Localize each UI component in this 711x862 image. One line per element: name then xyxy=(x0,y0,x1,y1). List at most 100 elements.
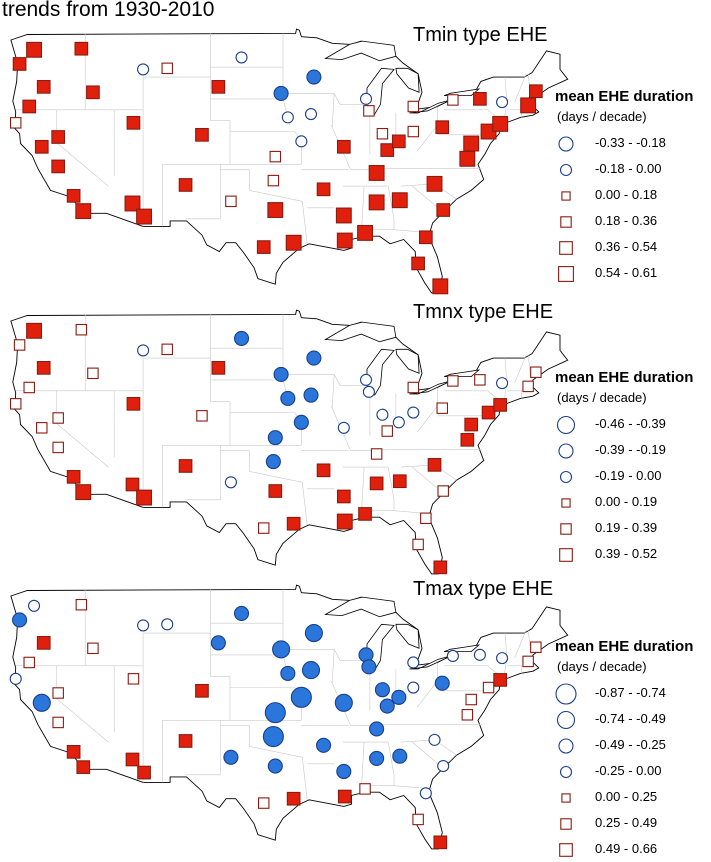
legend-item: -0.18 - 0.00 xyxy=(555,156,693,182)
station-marker xyxy=(267,430,283,446)
station-marker xyxy=(52,412,64,424)
station-marker xyxy=(520,97,537,114)
station-marker xyxy=(496,377,509,390)
station-marker xyxy=(482,681,495,694)
station-marker xyxy=(137,765,151,780)
legend-item: 0.49 - 0.66 xyxy=(555,836,693,862)
station-marker xyxy=(359,92,373,105)
station-marker xyxy=(407,125,420,138)
station-marker xyxy=(337,421,350,434)
legend-item-label: 0.18 - 0.36 xyxy=(595,213,658,228)
station-marker xyxy=(428,733,441,746)
legend-item: 0.19 - 0.39 xyxy=(555,515,693,541)
station-marker xyxy=(196,410,208,422)
station-marker xyxy=(12,612,28,628)
square-symbol-icon xyxy=(561,498,571,508)
station-marker xyxy=(256,240,271,254)
great-lake xyxy=(444,88,481,96)
square-symbol-icon xyxy=(558,266,574,282)
great-lake xyxy=(324,40,397,62)
station-marker xyxy=(34,139,49,154)
station-marker xyxy=(460,432,475,447)
station-marker xyxy=(267,174,280,187)
legend-rows: -0.87 - -0.74 -0.74 - -0.49 -0.49 - -0.25 -… xyxy=(555,680,693,862)
square-symbol-icon xyxy=(560,523,572,535)
square-symbol-icon xyxy=(560,216,572,228)
great-lake xyxy=(395,67,420,93)
station-marker xyxy=(391,134,406,149)
great-lake xyxy=(409,380,452,395)
square-symbol-icon xyxy=(560,818,572,830)
station-marker xyxy=(306,69,322,85)
legend-item: 0.39 - 0.52 xyxy=(555,541,693,567)
station-marker xyxy=(361,659,377,675)
station-marker xyxy=(9,398,22,410)
state-border xyxy=(368,742,395,786)
station-marker xyxy=(66,189,81,203)
station-marker xyxy=(36,636,51,650)
station-marker xyxy=(304,623,323,643)
legend-item: 0.00 - 0.19 xyxy=(555,489,693,515)
state-border xyxy=(331,649,335,684)
station-marker xyxy=(335,207,352,224)
great-lake xyxy=(395,348,420,374)
station-marker xyxy=(280,390,296,406)
map-canvas xyxy=(9,309,569,575)
station-marker xyxy=(136,208,153,225)
legend-item: 0.54 - 0.61 xyxy=(555,260,693,286)
legend-item-label: -0.39 - -0.19 xyxy=(595,442,666,457)
square-symbol-icon xyxy=(559,241,573,255)
station-marker xyxy=(391,192,408,209)
station-marker xyxy=(74,41,89,56)
station-marker xyxy=(137,63,150,76)
great-lake xyxy=(324,321,397,343)
station-marker xyxy=(178,459,193,473)
station-marker xyxy=(52,687,64,699)
legend-item-label: 0.19 - 0.39 xyxy=(595,520,658,535)
station-marker xyxy=(407,406,420,419)
station-marker xyxy=(380,143,395,157)
station-marker xyxy=(359,373,373,386)
station-marker xyxy=(52,441,64,454)
station-marker xyxy=(368,194,385,211)
station-marker xyxy=(358,507,372,521)
station-marker xyxy=(473,92,487,106)
station-marker xyxy=(280,665,296,681)
circle-symbol-icon xyxy=(559,163,573,177)
station-marker xyxy=(303,387,319,403)
station-marker xyxy=(265,454,281,470)
station-marker xyxy=(530,641,542,653)
station-marker xyxy=(370,448,383,460)
station-marker xyxy=(290,686,312,708)
state-border xyxy=(143,357,231,446)
state-border xyxy=(220,169,303,202)
station-marker xyxy=(233,330,250,346)
state-border xyxy=(333,374,367,386)
station-marker xyxy=(376,127,389,140)
legend-symbol xyxy=(559,163,573,177)
great-lake xyxy=(444,369,481,377)
station-marker xyxy=(86,85,100,100)
panel-tmin-map: Tmin type EHE mean EHE duration (days / … xyxy=(0,20,711,300)
state-border xyxy=(514,629,527,659)
panel-title-tmax: Tmax type EHE xyxy=(413,578,554,600)
station-marker xyxy=(411,256,425,271)
legend-tmin: mean EHE duration (days / decade) -0.33 … xyxy=(555,88,693,286)
station-marker xyxy=(407,381,420,394)
station-marker xyxy=(357,224,373,241)
state-border xyxy=(444,665,502,677)
station-marker xyxy=(336,139,351,154)
station-marker xyxy=(306,350,322,366)
station-marker xyxy=(316,463,331,478)
panel-tmnx-map: Tmnx type EHE mean EHE duration (days / … xyxy=(0,295,711,575)
station-marker xyxy=(522,380,534,393)
station-marker xyxy=(66,745,81,759)
us-outline xyxy=(10,28,569,294)
state-border xyxy=(333,93,367,105)
station-marker xyxy=(26,322,43,339)
state-border xyxy=(514,354,527,384)
legend-item-label: 0.00 - 0.25 xyxy=(595,789,658,804)
legend-item-label: -0.19 - 0.00 xyxy=(595,468,662,483)
station-marker xyxy=(463,135,480,152)
station-marker xyxy=(32,693,51,712)
